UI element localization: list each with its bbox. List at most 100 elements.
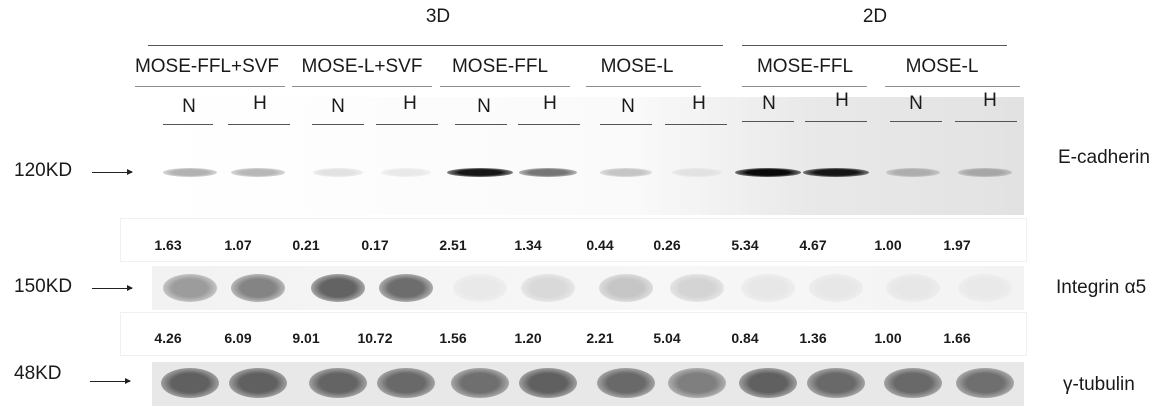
marker-label-48kd: 48KD [14,363,62,384]
lane-label: H [835,90,849,111]
lane-label: N [477,96,491,117]
lane-underline [600,124,652,125]
quant-value: 1.66 [943,330,971,346]
blot-band [741,274,795,302]
subgroup-label: MOSE-L+SVF [301,56,423,77]
blot-band [163,274,217,302]
blot-panel-top [152,97,1024,215]
blot-band [519,368,577,398]
protein-label-integrin-a5: Integrin α5 [1056,277,1147,298]
blot-band [163,167,217,177]
subgroup-line [586,86,701,87]
quant-value: 1.36 [799,330,827,346]
blot-band [807,368,865,398]
blot-band [809,274,863,302]
blot-band [958,274,1012,302]
lane-underline [805,121,867,122]
lane-label: N [762,93,776,114]
lane-label: H [543,93,557,114]
group-3d-label: 3D [425,6,451,27]
blot-band [453,274,507,302]
blot-band [599,274,653,302]
quant-value: 10.72 [357,330,393,346]
blot-band [451,368,509,398]
subgroup-line [742,86,867,87]
quant-value: 1.34 [514,237,542,253]
quant-value: 0.44 [586,237,614,253]
quant-value: 1.00 [874,330,902,346]
lane-label: H [253,93,267,114]
marker-label-150kd: 150KD [14,276,73,297]
lane-label: N [909,93,923,114]
blot-band [377,368,435,398]
subgroup-label: MOSE-FFL [756,56,854,77]
lane-underline [455,124,507,125]
quant-value: 1.20 [514,330,542,346]
blot-band [521,274,575,302]
blot-band [956,368,1014,398]
blot-band [597,368,655,398]
lane-label: N [331,96,345,117]
quant-value: 1.97 [943,237,971,253]
quant-value: 0.17 [361,237,389,253]
blot-band [672,167,722,177]
quant-value: 5.34 [731,237,759,253]
subgroup-label: MOSE-FFL [451,56,549,77]
blot-band [313,167,363,177]
blot-band [735,167,801,177]
quant-value: 5.04 [653,330,681,346]
lane-underline [518,124,580,125]
value-grid [120,312,1027,356]
blot-band [886,274,940,302]
lane-label: N [621,96,635,117]
quant-value: 2.51 [439,237,467,253]
quant-value: 0.26 [653,237,681,253]
lane-underline [228,124,290,125]
blot-band [229,368,287,398]
quant-value: 1.56 [439,330,467,346]
blot-band [519,167,577,177]
marker-arrow [92,169,133,175]
blot-band [161,368,219,398]
quant-value: 1.07 [224,237,252,253]
lane-label: H [983,90,997,111]
blot-band [600,167,652,177]
blot-band [886,167,940,177]
lane-underline [742,121,794,122]
value-grid [120,218,1027,262]
blot-band [231,167,285,177]
lane-underline [665,124,727,125]
lane-label: H [403,93,417,114]
blot-band [670,274,724,302]
quant-value: 4.26 [154,330,182,346]
group-3d-line [148,45,723,46]
subgroup-line [135,86,285,87]
lane-label: H [692,93,706,114]
quant-value: 9.01 [292,330,320,346]
blot-band [381,167,431,177]
subgroup-label: MOSE-L [600,56,674,77]
blot-band [231,274,285,302]
blot-band [668,368,726,398]
protein-label-e-cadherin: E-cadherin [1058,147,1150,168]
subgroup-label: MOSE-FFL+SVF [134,56,280,77]
blot-band [379,274,433,302]
blot-band [957,167,1013,177]
blot-band [884,368,942,398]
blot-band [803,167,869,177]
quant-value: 0.84 [731,330,759,346]
subgroup-line [292,86,432,87]
quant-value: 6.09 [224,330,252,346]
lane-label: N [182,96,196,117]
group-2d-line [742,45,1007,46]
lane-underline [955,121,1017,122]
lane-underline [890,121,942,122]
quant-value: 1.63 [154,237,182,253]
blot-band [447,167,513,177]
lane-underline [376,124,438,125]
blot-band [739,368,797,398]
group-2d-label: 2D [862,6,888,27]
marker-label-120kd: 120KD [14,160,73,181]
quant-value: 0.21 [292,237,320,253]
